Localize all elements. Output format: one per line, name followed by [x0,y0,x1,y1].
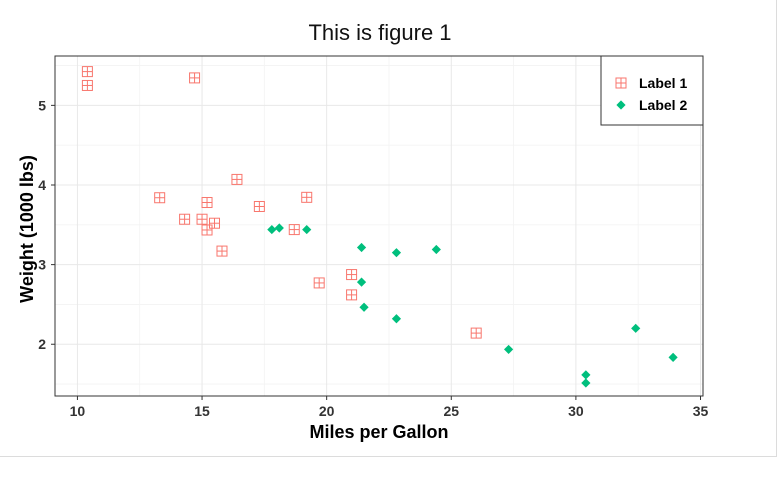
y-tick-label: 4 [38,177,46,193]
grid [55,56,703,396]
data-point-1 [301,191,313,203]
data-point-2 [359,302,369,312]
y-axis-title: Weight (1000 lbs) [17,155,37,303]
data-point-2 [391,248,402,258]
legend-label-1: Label 1 [639,75,687,91]
x-tick-label: 30 [568,403,584,419]
legend-key-1 [615,77,627,89]
marker-diamond [581,378,591,388]
marker-diamond [356,242,367,253]
x-tick-label: 20 [319,403,335,419]
data-points [81,66,678,388]
data-point-1 [201,224,213,236]
marker-diamond [356,277,367,287]
data-point-1 [201,197,213,209]
legend-label-2: Label 2 [639,97,687,113]
data-point-1 [288,224,300,236]
marker-diamond [391,248,402,258]
data-point-1 [196,213,208,225]
x-axis-title: Miles per Gallon [309,422,448,442]
legend: Label 1 Label 2 [600,55,704,126]
data-point-2 [274,223,284,233]
legend-key-2 [616,100,626,110]
data-point-1 [81,79,93,91]
marker-diamond [616,100,626,110]
data-point-1 [470,327,482,339]
data-point-1 [209,217,221,229]
data-point-1 [346,269,358,281]
chart-frame: This is figure 1 10 15 20 25 30 35 2 3 4 5 Miles … [0,0,777,457]
data-point-2 [431,244,441,255]
data-point-1 [346,289,358,301]
data-point-1 [231,173,243,185]
marker-diamond [431,244,441,255]
y-tick-label: 2 [38,336,46,352]
axis-ticks: 10 15 20 25 30 35 2 3 4 5 [38,97,708,419]
marker-diamond [359,302,369,312]
marker-diamond [267,224,277,235]
data-point-1 [189,72,201,84]
data-point-1 [154,192,166,204]
marker-diamond [391,314,402,324]
data-point-1 [216,245,228,257]
data-point-2 [631,323,641,333]
data-point-2 [356,277,367,287]
data-point-2 [391,314,402,324]
marker-diamond [631,323,641,333]
y-tick-label: 3 [38,257,46,273]
chart-title: This is figure 1 [308,20,451,45]
data-point-2 [302,224,312,235]
scatter-chart: This is figure 1 10 15 20 25 30 35 2 3 4 5 Miles … [17,20,709,442]
data-point-1 [313,277,325,289]
legend-box [600,55,704,126]
marker-diamond [581,370,591,380]
marker-diamond [668,352,678,362]
data-point-1 [253,200,265,212]
x-tick-label: 15 [194,403,210,419]
data-point-1 [179,213,191,225]
y-tick-label: 5 [38,97,46,113]
data-point-2 [504,344,514,355]
data-point-2 [668,352,678,362]
data-point-2 [356,242,367,253]
x-tick-label: 35 [693,403,709,419]
data-point-1 [81,66,93,78]
data-point-2 [581,378,591,388]
marker-diamond [302,224,312,235]
marker-diamond [274,223,284,233]
x-tick-label: 25 [443,403,459,419]
data-point-2 [581,370,591,380]
data-point-2 [267,224,277,235]
plot-panel-border [54,55,704,397]
x-tick-label: 10 [70,403,86,419]
marker-diamond [504,344,514,355]
